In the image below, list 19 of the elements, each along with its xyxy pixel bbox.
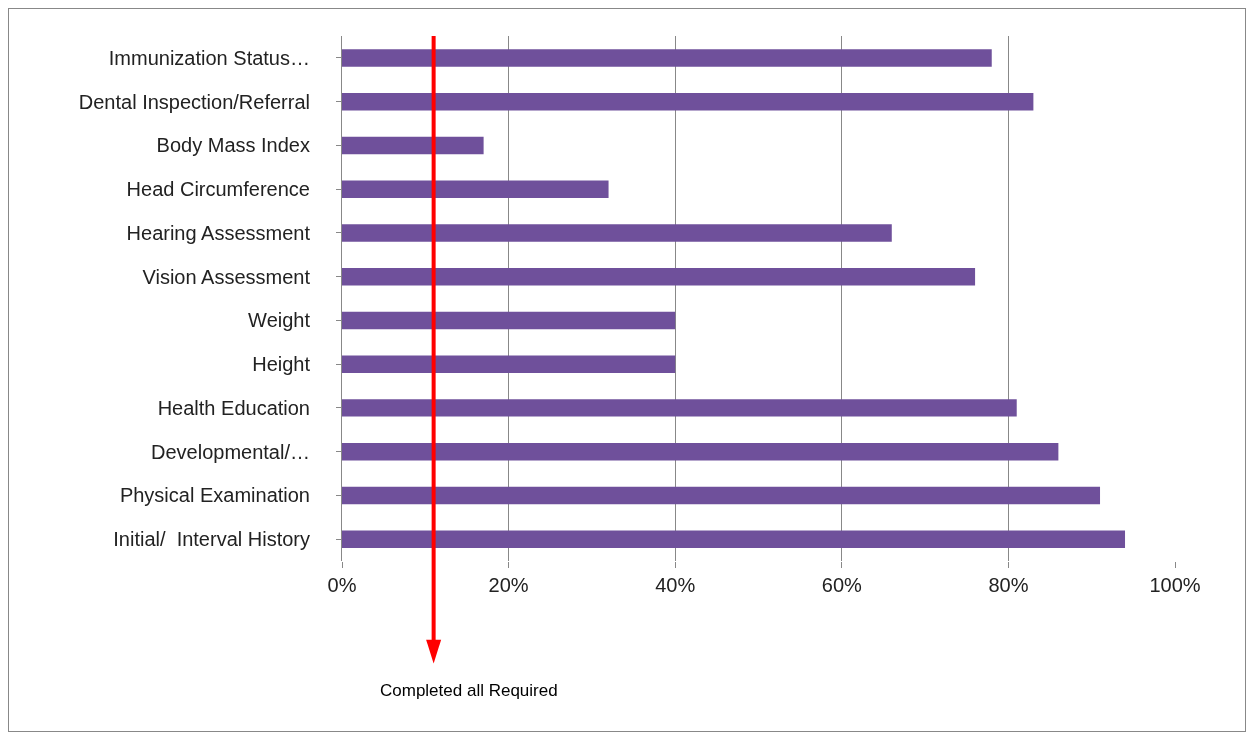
x-tick-label: 100%: [1149, 574, 1201, 596]
x-tick-label: 60%: [821, 574, 863, 596]
y-tick-label: Head Circumference: [126, 178, 310, 201]
legend-label: Completed all Required: [380, 681, 558, 700]
y-tick-label: Body Mass Index: [156, 134, 310, 157]
y-tick-label: Physical Examination: [119, 484, 310, 507]
x-tick-label: 20%: [488, 574, 529, 596]
x-tick-label: 0%: [327, 574, 357, 596]
y-tick-label: Dental Inspection/Referral: [78, 90, 310, 113]
y-tick-label: Developmental/…: [151, 440, 310, 463]
y-tick-label: Immunization Status…: [108, 46, 310, 69]
y-tick-label: Hearing Assessment: [126, 221, 311, 244]
y-tick-label: Weight: [248, 309, 311, 332]
x-tick-label: 40%: [655, 574, 696, 596]
y-tick-label: Initial/ Interval History: [113, 528, 310, 551]
y-tick-label: Health Education: [157, 396, 310, 419]
y-tick-label: Height: [252, 353, 311, 376]
x-tick-label: 80%: [988, 574, 1029, 596]
y-tick-label: Vision Assessment: [142, 265, 311, 288]
